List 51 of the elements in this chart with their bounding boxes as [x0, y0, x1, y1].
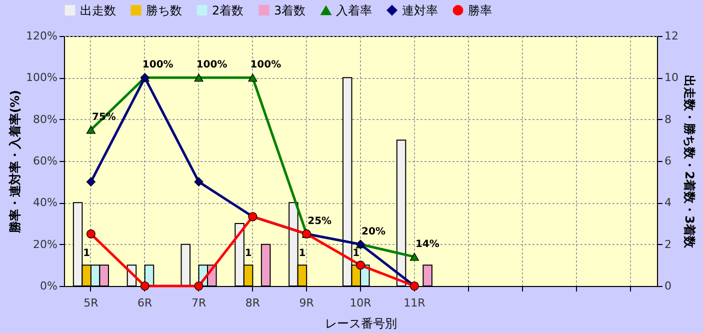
legend-label: 2着数	[212, 3, 244, 18]
legend-label: 3着数	[274, 3, 306, 18]
y2-tick-label: 12	[664, 30, 678, 42]
y-tick-label: 40%	[33, 196, 58, 210]
legend-label: 勝率	[468, 3, 492, 18]
y2-tick-label: 10	[664, 71, 678, 84]
y-tick-label: 80%	[33, 112, 58, 126]
x-tick-label: 7R	[191, 296, 206, 310]
y-tick-label: 120%	[26, 30, 58, 42]
point	[140, 281, 150, 291]
legend-label: 連対率	[402, 3, 438, 18]
point	[194, 74, 204, 82]
point	[194, 177, 204, 186]
y-axis-title: 勝率・連対率・入着率(%)	[8, 90, 22, 234]
data-label: 14%	[415, 238, 440, 250]
point	[410, 252, 419, 261]
point	[194, 281, 204, 291]
x-tick-label: 10R	[350, 296, 372, 310]
y-tick-label: 0%	[40, 280, 58, 292]
legend-label: 出走数	[80, 3, 116, 18]
y2-axis-title: 出走数・勝ち数・2着数・3着数	[682, 75, 696, 249]
point	[86, 177, 96, 186]
x-tick-label: 8R	[245, 296, 260, 310]
y-tick-label: 60%	[33, 154, 58, 168]
y2-tick-label: 0	[664, 280, 672, 292]
data-label: 100%	[142, 60, 174, 71]
y2-tick-label: 4	[664, 196, 672, 210]
y-tick-label: 100%	[26, 71, 58, 84]
y2-tick-label: 8	[664, 112, 672, 126]
data-label: 100%	[250, 60, 282, 71]
data-label: 1	[83, 248, 90, 260]
point	[86, 229, 96, 238]
x-axis-title: レース番号別	[325, 316, 397, 330]
data-label: 20%	[362, 226, 386, 238]
point	[86, 126, 96, 134]
point	[356, 260, 366, 270]
y-tick-label: 20%	[33, 238, 58, 251]
x-tick-label: 6R	[138, 296, 153, 310]
y2-tick-label: 6	[664, 154, 672, 168]
x-tick-label: 9R	[299, 296, 314, 310]
data-label: 100%	[196, 60, 228, 71]
y2-tick-label: 2	[664, 238, 672, 251]
legend-label: 入着率	[336, 4, 372, 18]
data-label: 1	[244, 248, 252, 260]
legend-label: 勝ち数	[146, 3, 182, 18]
data-label: 1	[352, 248, 360, 260]
point	[248, 74, 258, 82]
x-tick-label: 11R	[404, 296, 426, 310]
data-label: 25%	[308, 216, 332, 227]
x-tick-label: 5R	[84, 296, 99, 310]
data-label: 1	[298, 248, 306, 260]
